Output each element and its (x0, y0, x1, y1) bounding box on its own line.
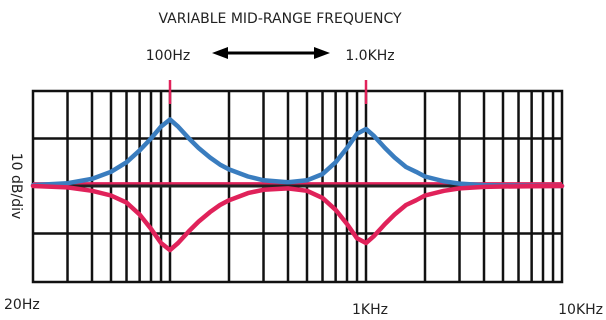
boost-curve (30, 117, 565, 189)
marker-label-1khz: 1.0KHz (345, 48, 394, 64)
x-tick-label-20hz: 20Hz (4, 297, 40, 313)
x-tick-label-1khz: 1KHz (352, 302, 388, 318)
cut-curve (30, 183, 565, 253)
x-tick-label-10khz: 10KHz (558, 302, 603, 318)
series-layer (30, 117, 565, 253)
range-arrow-left-head (212, 47, 228, 59)
marker-label-100hz: 100Hz (146, 48, 191, 64)
y-axis-label: 10 dB/div (8, 153, 24, 220)
marker-layer (168, 47, 368, 104)
range-arrow-right-head (314, 47, 330, 59)
chart-title: VARIABLE MID-RANGE FREQUENCY (158, 11, 402, 27)
